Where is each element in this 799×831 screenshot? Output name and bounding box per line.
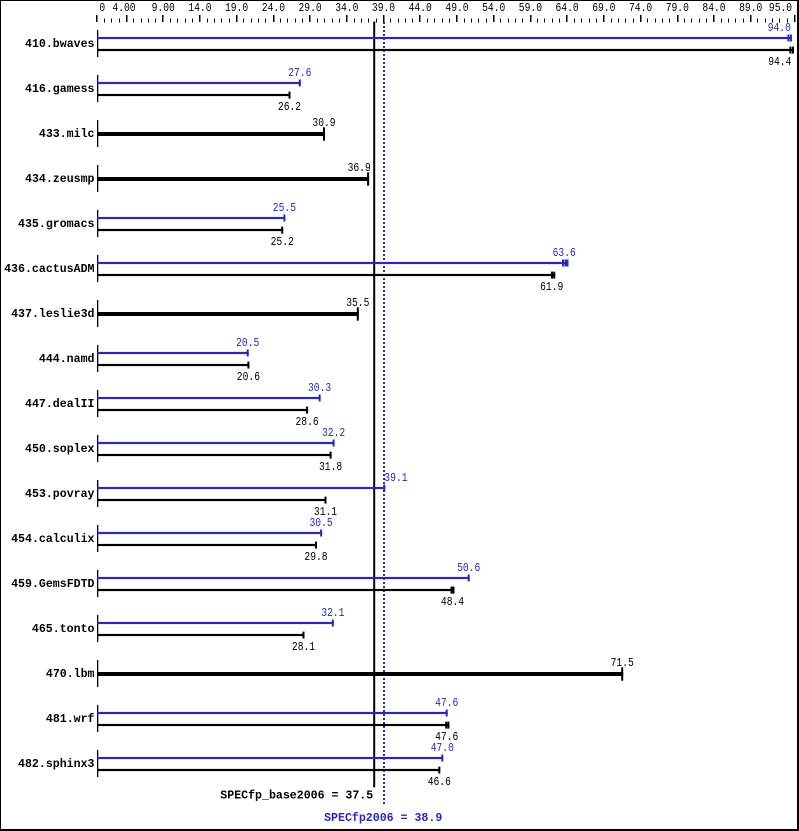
svg-text:34.0: 34.0 [335,1,358,15]
svg-text:459.GemsFDTD: 459.GemsFDTD [11,577,94,591]
svg-text:36.9: 36.9 [348,161,371,175]
svg-text:46.6: 46.6 [428,775,451,789]
svg-text:SPECfp2006 = 38.9: SPECfp2006 = 38.9 [324,811,442,825]
svg-text:4.00: 4.00 [112,1,135,15]
svg-text:19.0: 19.0 [225,1,248,15]
svg-text:31.8: 31.8 [319,460,342,474]
svg-text:89.0: 89.0 [739,1,762,15]
svg-text:95.0: 95.0 [769,1,792,15]
svg-text:35.5: 35.5 [346,296,369,310]
svg-text:61.9: 61.9 [540,280,563,294]
svg-text:27.6: 27.6 [288,66,311,80]
svg-text:9.00: 9.00 [152,1,175,15]
svg-text:25.2: 25.2 [271,235,294,249]
svg-text:454.calculix: 454.calculix [11,532,95,546]
svg-text:481.wrf: 481.wrf [46,712,95,726]
svg-text:39.1: 39.1 [384,471,407,485]
svg-text:24.0: 24.0 [262,1,285,15]
svg-text:29.8: 29.8 [304,550,327,564]
svg-text:450.soplex: 450.soplex [25,442,95,456]
svg-text:71.5: 71.5 [611,656,634,670]
svg-text:32.1: 32.1 [321,606,344,620]
svg-text:453.povray: 453.povray [25,487,95,501]
svg-text:30.9: 30.9 [312,116,335,130]
svg-text:59.0: 59.0 [519,1,542,15]
svg-text:444.namd: 444.namd [39,352,95,366]
svg-text:49.0: 49.0 [445,1,468,15]
svg-text:79.0: 79.0 [666,1,689,15]
svg-text:437.leslie3d: 437.leslie3d [11,307,94,321]
svg-text:435.gromacs: 435.gromacs [18,217,95,231]
svg-text:470.lbm: 470.lbm [46,667,95,681]
svg-text:447.dealII: 447.dealII [25,397,95,411]
svg-text:410.bwaves: 410.bwaves [25,37,95,51]
svg-text:SPECfp_base2006 = 37.5: SPECfp_base2006 = 37.5 [220,788,373,802]
svg-text:26.2: 26.2 [278,100,301,114]
svg-text:47.6: 47.6 [435,730,458,744]
svg-text:29.0: 29.0 [299,1,322,15]
svg-text:74.0: 74.0 [629,1,652,15]
svg-text:47.0: 47.0 [431,741,454,755]
svg-text:84.0: 84.0 [702,1,725,15]
svg-text:20.5: 20.5 [236,336,259,350]
svg-text:48.4: 48.4 [441,595,464,609]
svg-text:482.sphinx3: 482.sphinx3 [18,757,95,771]
svg-text:436.cactusADM: 436.cactusADM [4,262,94,276]
svg-text:94.4: 94.4 [768,55,791,69]
svg-text:433.milc: 433.milc [39,127,95,141]
svg-text:94.0: 94.0 [768,21,791,35]
svg-text:54.0: 54.0 [482,1,505,15]
svg-text:14.0: 14.0 [188,1,211,15]
svg-text:28.6: 28.6 [296,415,319,429]
svg-text:0: 0 [99,1,105,15]
svg-text:39.0: 39.0 [372,1,395,15]
svg-text:30.5: 30.5 [310,516,333,530]
svg-text:416.gamess: 416.gamess [25,82,95,96]
svg-text:465.tonto: 465.tonto [32,622,95,636]
svg-text:64.0: 64.0 [556,1,579,15]
svg-text:44.0: 44.0 [409,1,432,15]
svg-text:50.6: 50.6 [457,561,480,575]
svg-text:31.1: 31.1 [314,505,337,519]
svg-text:434.zeusmp: 434.zeusmp [25,172,95,186]
svg-text:63.6: 63.6 [553,246,576,260]
svg-text:20.6: 20.6 [237,370,260,384]
svg-text:25.5: 25.5 [273,201,296,215]
svg-text:28.1: 28.1 [292,640,315,654]
svg-text:47.6: 47.6 [435,696,458,710]
svg-text:30.3: 30.3 [308,381,331,395]
svg-text:32.2: 32.2 [322,426,345,440]
svg-text:69.0: 69.0 [592,1,615,15]
